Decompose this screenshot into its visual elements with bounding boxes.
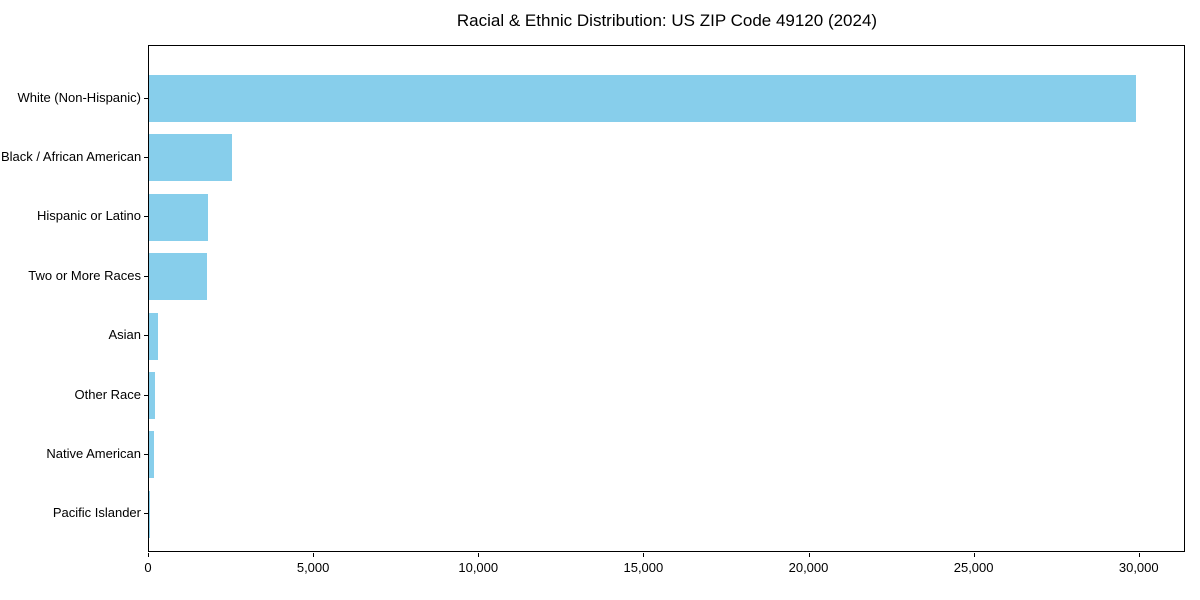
x-tick-mark (808, 553, 810, 557)
y-axis-label: Two or More Races (28, 267, 141, 283)
bar-black-african-american (149, 134, 232, 182)
y-axis-label: Hispanic or Latino (36, 208, 141, 224)
y-axis-label: Native American (46, 445, 141, 461)
y-axis-label: Asian (108, 327, 141, 343)
x-tick-mark (1138, 553, 1140, 557)
x-axis-tick-label: 15,000 (623, 560, 664, 575)
x-tick-mark (313, 553, 315, 557)
y-tick-mark (144, 97, 148, 99)
x-tick-mark (973, 553, 975, 557)
x-axis-tick-label: 30,000 (1118, 560, 1159, 575)
y-tick-mark (144, 513, 148, 515)
x-tick-mark (148, 553, 149, 557)
bar-white-non-hispanic- (149, 75, 1137, 122)
bar-hispanic-or-latino (149, 193, 209, 241)
y-tick-mark (144, 156, 148, 158)
y-axis-label: Black / African American (1, 148, 142, 164)
y-tick-mark (144, 453, 148, 455)
x-axis-tick-label: 10,000 (458, 560, 499, 575)
y-axis-label: Pacific Islander (52, 505, 141, 521)
x-axis-tick-label: 25,000 (953, 560, 994, 575)
x-axis-tick-label: 5,000 (296, 560, 330, 575)
y-tick-mark (144, 216, 148, 218)
y-axis-label: White (Non-Hispanic) (17, 89, 141, 105)
plot-area (148, 45, 1185, 552)
bar-two-or-more-races (149, 253, 208, 301)
x-tick-mark (478, 553, 480, 557)
y-axis-label: Other Race (74, 386, 141, 402)
x-axis-tick-label: 0 (144, 560, 152, 575)
x-axis-tick-label: 20,000 (788, 560, 829, 575)
x-tick-mark (643, 553, 645, 557)
y-tick-mark (144, 394, 148, 396)
y-tick-mark (144, 275, 148, 277)
bar-asian (149, 312, 158, 360)
y-tick-mark (144, 335, 148, 337)
bar-native-american (149, 431, 155, 479)
bar-other-race (149, 372, 155, 419)
chart-title: Racial & Ethnic Distribution: US ZIP Cod… (456, 11, 878, 30)
